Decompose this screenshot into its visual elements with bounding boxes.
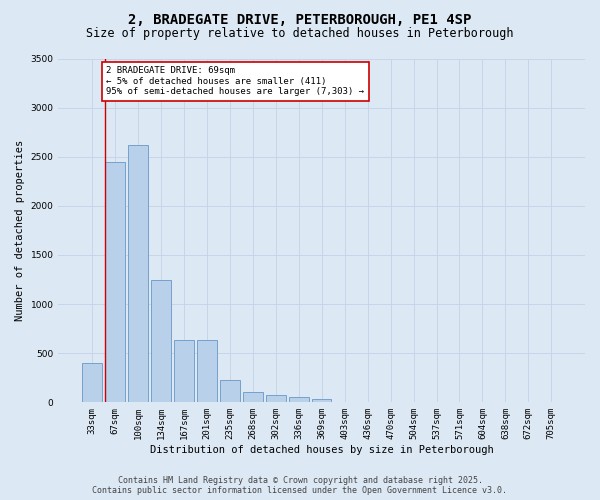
Bar <box>312 400 331 402</box>
Text: 2, BRADEGATE DRIVE, PETERBOROUGH, PE1 4SP: 2, BRADEGATE DRIVE, PETERBOROUGH, PE1 4S… <box>128 12 472 26</box>
Bar <box>151 280 171 402</box>
Text: 2 BRADEGATE DRIVE: 69sqm
← 5% of detached houses are smaller (411)
95% of semi-d: 2 BRADEGATE DRIVE: 69sqm ← 5% of detache… <box>106 66 364 96</box>
Y-axis label: Number of detached properties: Number of detached properties <box>15 140 25 321</box>
Bar <box>174 340 194 402</box>
Bar <box>82 363 102 403</box>
Bar <box>106 162 125 402</box>
Bar <box>266 395 286 402</box>
Text: Contains HM Land Registry data © Crown copyright and database right 2025.
Contai: Contains HM Land Registry data © Crown c… <box>92 476 508 495</box>
Bar <box>197 340 217 402</box>
Bar <box>289 397 308 402</box>
Bar <box>243 392 263 402</box>
Text: Size of property relative to detached houses in Peterborough: Size of property relative to detached ho… <box>86 28 514 40</box>
Bar <box>128 145 148 403</box>
Bar <box>220 380 239 402</box>
X-axis label: Distribution of detached houses by size in Peterborough: Distribution of detached houses by size … <box>150 445 494 455</box>
